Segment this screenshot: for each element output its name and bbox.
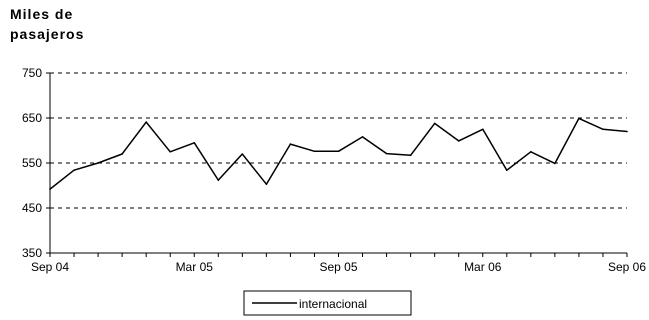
- data-point-23: [602, 128, 604, 131]
- data-point-1: [73, 169, 75, 171]
- data-point-24: [626, 130, 628, 133]
- series-line-internacional: [49, 117, 628, 190]
- data-point-15: [409, 154, 412, 157]
- data-point-7: [217, 179, 220, 181]
- x-tick-label-2: Sep 05: [319, 260, 357, 274]
- data-point-10: [289, 143, 292, 145]
- x-tick-label-3: Mar 06: [464, 260, 502, 274]
- legend: internacional: [243, 290, 412, 316]
- y-tick-label-750: 750: [22, 66, 42, 80]
- x-tick-label-4: Sep 06: [608, 260, 646, 274]
- data-point-12: [337, 150, 340, 153]
- data-point-0: [49, 188, 51, 190]
- data-point-21: [554, 162, 556, 165]
- data-point-22: [578, 117, 580, 120]
- y-tick-labels: 350 450 550 650 750: [22, 66, 42, 260]
- series-group: [49, 117, 628, 190]
- data-point-18: [481, 128, 484, 131]
- data-point-19: [505, 169, 508, 171]
- data-point-6: [193, 141, 196, 144]
- x-tick-labels: Sep 04 Mar 05 Sep 05 Mar 06 Sep 06: [31, 260, 646, 274]
- data-point-16: [433, 122, 436, 125]
- y-tick-label-550: 550: [22, 156, 42, 170]
- data-point-20: [530, 150, 532, 153]
- x-tick-label-0: Sep 04: [31, 260, 69, 274]
- data-point-3: [121, 153, 123, 155]
- data-point-5: [169, 150, 172, 153]
- y-tick-label-350: 350: [22, 246, 42, 260]
- y-tick-label-450: 450: [22, 201, 42, 215]
- legend-label: internacional: [299, 297, 367, 311]
- data-point-4: [145, 121, 147, 123]
- data-point-14: [385, 152, 388, 155]
- gridlines: [50, 72, 627, 209]
- x-tick-label-1: Mar 05: [176, 260, 214, 274]
- y-axis-label-line2: pasajeros: [10, 26, 85, 42]
- y-tick-label-650: 650: [22, 111, 42, 125]
- data-point-17: [457, 140, 460, 142]
- data-point-11: [313, 150, 316, 153]
- y-axis-label-line1: Miles de: [10, 6, 74, 22]
- data-point-13: [361, 136, 364, 138]
- data-point-8: [241, 153, 244, 155]
- data-point-2: [97, 162, 99, 164]
- axes: [46, 72, 628, 257]
- data-point-9: [265, 183, 268, 185]
